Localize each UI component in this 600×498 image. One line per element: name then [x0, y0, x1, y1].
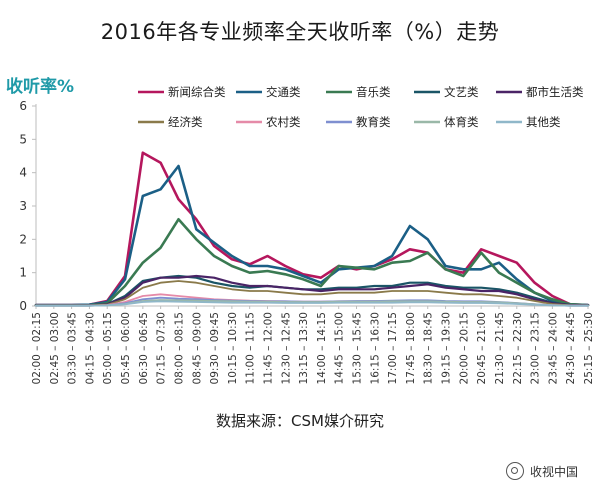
x-tick-label: 21:30 – 21:45: [494, 312, 506, 384]
x-tick-label: 06:30 – 06:45: [138, 312, 150, 384]
x-tick-label: 22:15 – 22:30: [512, 312, 524, 384]
wechat-icon: [505, 462, 524, 480]
x-tick-label: 12:30 – 12:45: [280, 312, 292, 384]
legend-label: 其他类: [526, 115, 561, 129]
series-line: [34, 274, 590, 307]
series-line: [35, 280, 589, 307]
legend-label: 农村类: [266, 115, 301, 129]
x-tick-label: 05:00 – 05:15: [102, 312, 114, 384]
x-tick-label: 14:45 – 15:00: [334, 312, 346, 384]
y-tick-label: 6: [19, 99, 27, 113]
series-line: [34, 218, 590, 307]
legend-label: 经济类: [168, 115, 203, 129]
x-tick-label: 25:15 – 25:30: [583, 312, 595, 384]
x-tick-label: 11:00 – 11:15: [245, 312, 257, 384]
y-tick-label: 5: [19, 132, 27, 146]
y-tick-label: 3: [19, 199, 27, 213]
watermark: 收视中国: [505, 462, 578, 480]
x-tick-label: 08:45 – 09:00: [191, 312, 203, 384]
x-tick-label: 20:00 – 20:15: [458, 312, 470, 384]
y-tick-label: 4: [19, 166, 27, 180]
x-tick-label: 15:30 – 15:45: [352, 312, 364, 384]
x-tick-label: 24:30 – 24:45: [565, 312, 577, 384]
x-tick-label: 04:15 – 04:30: [84, 312, 96, 384]
x-tick-label: 18:30 – 18:45: [423, 312, 435, 384]
series-line: [35, 300, 589, 307]
legend-label: 新闻综合类: [168, 85, 226, 99]
data-source: 数据来源：CSM媒介研究: [216, 412, 384, 430]
x-tick-label: 14:00 – 14:15: [316, 312, 328, 384]
x-tick-label: 02:45 – 03:00: [49, 312, 61, 384]
x-tick-label: 19:15 – 19:30: [441, 312, 453, 384]
x-tick-label: 02:00 – 02:15: [31, 312, 43, 384]
series-line: [34, 151, 590, 307]
y-axis-title: 收听率%: [6, 77, 75, 97]
x-tick-label: 17:00 – 17:15: [387, 312, 399, 384]
legend-label: 文艺类: [444, 85, 479, 99]
chart-title: 2016年各专业频率全天收听率（%）走势: [100, 20, 500, 44]
x-tick-label: 08:00 – 08:15: [173, 312, 185, 384]
x-tick-label: 23:45 – 24:00: [547, 312, 559, 384]
watermark-text: 收视中国: [529, 464, 578, 479]
x-tick-label: 23:00 – 23:15: [530, 312, 542, 384]
y-tick-label: 0: [19, 299, 27, 313]
legend-label: 都市生活类: [526, 85, 584, 99]
legend-label: 体育类: [444, 115, 479, 129]
x-tick-label: 13:15 – 13:30: [298, 312, 310, 384]
x-tick-label: 11:45 – 12:00: [262, 312, 274, 384]
x-tick-label: 17:45 – 18:00: [405, 312, 417, 384]
y-tick-label: 1: [19, 266, 27, 280]
legend-label: 交通类: [266, 85, 301, 99]
x-tick-label: 03:30 – 03:45: [67, 312, 79, 384]
legend-label: 音乐类: [356, 85, 391, 99]
x-tick-label: 20:45 – 21:00: [476, 312, 488, 384]
x-tick-label: 05:45 – 06:00: [120, 312, 132, 384]
x-tick-label: 10:15 – 10:30: [227, 312, 239, 384]
series-line: [34, 164, 590, 307]
x-tick-label: 16:15 – 16:30: [369, 312, 381, 384]
y-tick-label: 2: [19, 232, 27, 246]
legend-label: 教育类: [356, 115, 391, 129]
x-tick-label: 09:30 – 09:45: [209, 312, 221, 384]
x-tick-label: 07:15 – 07:30: [156, 312, 168, 384]
